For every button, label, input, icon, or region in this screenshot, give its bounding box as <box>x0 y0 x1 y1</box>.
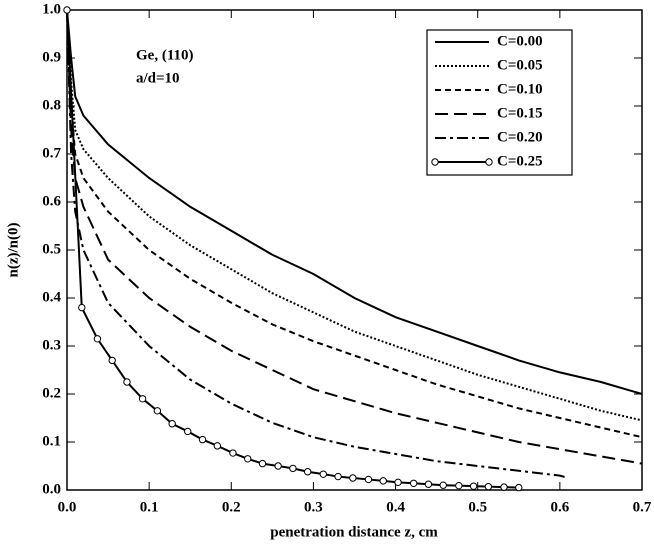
y-tick-label: 0.4 <box>42 289 61 305</box>
series-marker <box>93 335 102 343</box>
y-tick-label: 0.2 <box>42 385 61 401</box>
y-tick-label: 0.8 <box>42 97 61 113</box>
series-marker <box>168 420 176 428</box>
series-marker <box>455 481 463 490</box>
legend-label: C=0.05 <box>497 57 543 73</box>
y-tick-label: 0.1 <box>42 433 61 449</box>
series-marker <box>303 468 312 476</box>
series-marker <box>349 474 357 482</box>
legend-label: C=0.10 <box>497 81 543 97</box>
series-line <box>66 9 569 479</box>
series-marker <box>274 462 282 470</box>
legend-label: C=0.00 <box>497 33 543 49</box>
legend-label: C=0.15 <box>497 105 543 121</box>
legend-marker <box>485 158 493 166</box>
x-tick-label: 0.6 <box>550 499 569 515</box>
series-marker <box>469 482 478 490</box>
y-tick-label: 0.9 <box>42 49 61 65</box>
legend-marker <box>431 158 439 166</box>
series-marker <box>334 472 342 481</box>
series-marker <box>138 395 147 403</box>
series-marker <box>213 442 222 450</box>
x-tick-label: 0.5 <box>468 499 487 515</box>
series-marker <box>484 482 493 491</box>
series-line <box>66 9 643 439</box>
x-axis-label: penetration distance z, cm <box>270 524 438 540</box>
series-marker <box>229 449 237 457</box>
series-line <box>66 9 643 395</box>
series-marker <box>379 477 387 485</box>
legend-label: C=0.20 <box>497 129 543 145</box>
legend-box <box>426 29 573 176</box>
x-tick-label: 0.2 <box>222 499 241 515</box>
series-marker <box>244 455 252 463</box>
legend-label: C=0.25 <box>497 153 543 169</box>
series-marker <box>500 483 508 491</box>
series-marker <box>78 303 86 312</box>
y-tick-label: 0.3 <box>42 337 61 353</box>
series-marker <box>153 407 162 415</box>
series-marker <box>409 479 418 487</box>
series-marker <box>424 480 433 488</box>
series-marker <box>198 435 207 444</box>
x-tick-label: 0.1 <box>140 499 159 515</box>
y-tick-label: 0.7 <box>42 145 61 161</box>
series-marker <box>289 464 297 473</box>
y-axis-label: n(z)/n(0) <box>5 223 21 278</box>
x-tick-label: 0.0 <box>58 499 77 515</box>
series-line <box>66 9 643 465</box>
series-marker <box>515 483 523 492</box>
series-marker <box>123 378 131 386</box>
y-tick-label: 1.0 <box>42 1 61 17</box>
series-line <box>66 9 643 422</box>
y-tick-label: 0.6 <box>42 193 61 209</box>
x-tick-label: 0.7 <box>633 499 652 515</box>
annotation: a/d=10 <box>136 70 180 86</box>
series-marker <box>319 470 327 478</box>
y-tick-label: 0.0 <box>42 481 61 497</box>
annotation: Ge, (110) <box>136 47 194 63</box>
x-tick-label: 0.4 <box>386 499 405 515</box>
series-marker <box>258 459 267 468</box>
series-marker <box>108 356 116 365</box>
y-tick-label: 0.5 <box>42 241 61 257</box>
series-marker <box>439 481 447 489</box>
x-tick-label: 0.3 <box>304 499 323 515</box>
series-marker <box>63 6 71 14</box>
series-marker <box>364 475 373 484</box>
series-marker <box>184 427 192 436</box>
series-marker <box>394 478 402 487</box>
